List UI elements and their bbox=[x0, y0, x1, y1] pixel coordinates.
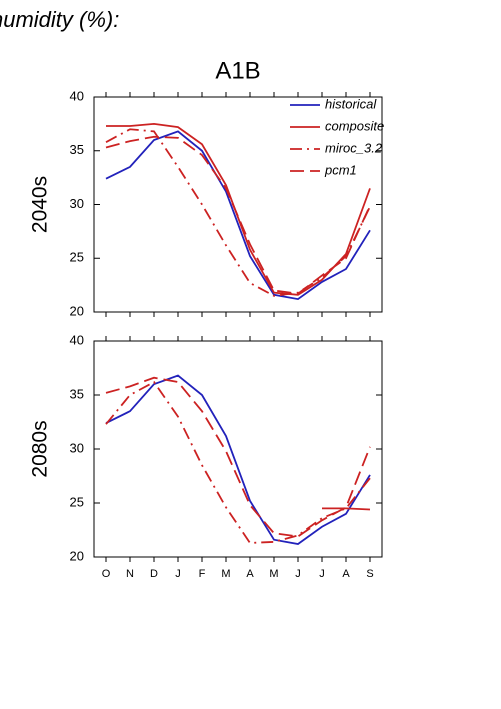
heading: humidity (%): bbox=[0, 7, 119, 32]
plot-frame bbox=[93, 340, 383, 558]
x-tick-label: A bbox=[246, 568, 254, 580]
legend-label: miroc_3.2 bbox=[325, 140, 383, 155]
x-tick-label: A bbox=[342, 568, 350, 580]
row-label: 2080s bbox=[29, 420, 52, 477]
x-tick-label: F bbox=[199, 568, 206, 580]
x-tick-label: O bbox=[102, 568, 111, 580]
series-line bbox=[106, 122, 371, 296]
y-tick-label: 20 bbox=[70, 303, 84, 318]
legend-label: composite bbox=[325, 118, 384, 133]
y-tick-label: 30 bbox=[70, 440, 84, 455]
x-tick-label: M bbox=[221, 568, 230, 580]
x-tick-label: J bbox=[175, 568, 181, 580]
y-tick-label: 20 bbox=[70, 548, 84, 563]
series-line bbox=[105, 374, 371, 545]
legend-label: pcm1 bbox=[324, 162, 357, 177]
x-tick-label: D bbox=[150, 568, 158, 580]
x-tick-label: J bbox=[319, 568, 325, 580]
x-tick-label: N bbox=[126, 568, 134, 580]
y-tick-label: 30 bbox=[70, 196, 84, 211]
series-line bbox=[105, 130, 371, 301]
y-tick-label: 40 bbox=[70, 88, 84, 103]
y-tick-label: 35 bbox=[70, 142, 84, 157]
series-line bbox=[105, 128, 371, 297]
series-line bbox=[105, 376, 371, 538]
y-tick-label: 40 bbox=[70, 332, 84, 347]
row-label: 2040s bbox=[29, 176, 52, 233]
y-tick-label: 25 bbox=[70, 494, 84, 509]
x-tick-label: S bbox=[366, 568, 373, 580]
series-line bbox=[322, 507, 371, 511]
x-tick-label: J bbox=[295, 568, 301, 580]
series-line bbox=[105, 135, 371, 295]
y-tick-label: 35 bbox=[70, 386, 84, 401]
series-line bbox=[105, 380, 371, 544]
x-tick-label: M bbox=[269, 568, 278, 580]
chart-title: A1B bbox=[215, 57, 260, 84]
legend-label: historical bbox=[325, 96, 377, 111]
y-tick-label: 25 bbox=[70, 250, 84, 265]
